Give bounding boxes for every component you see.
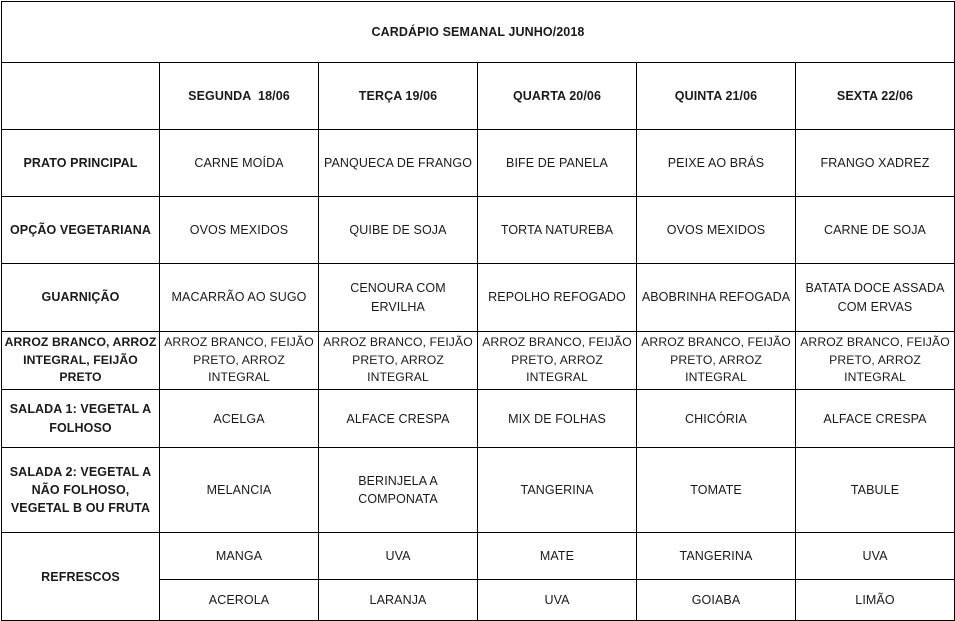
cell-salada1-terca: ALFACE CRESPA — [318, 389, 478, 449]
cell-prato-segunda: CARNE MOÍDA — [159, 129, 319, 197]
cell-prato-quinta: PEIXE AO BRÁS — [636, 129, 796, 197]
cell-prato-terca: PANQUECA DE FRANGO — [318, 129, 478, 197]
day-header-segunda: SEGUNDA 18/06 — [159, 62, 319, 130]
cell-salada2-segunda: MELANCIA — [159, 447, 319, 534]
cell-refresco2-quarta: UVA — [477, 579, 637, 621]
day-header-row: SEGUNDA 18/06 TERÇA 19/06 QUARTA 20/06 Q… — [1, 62, 955, 130]
cell-refresco1-segunda: MANGA — [159, 532, 319, 581]
table-corner-cell — [1, 62, 160, 130]
title-row: CARDÁPIO SEMANAL JUNHO/2018 — [1, 1, 955, 63]
cell-salada1-segunda: ACELGA — [159, 389, 319, 449]
row-label-arroz-feijao: ARROZ BRANCO, ARROZ INTEGRAL, FEIJÃO PRE… — [1, 330, 160, 391]
cell-arroz-terca: ARROZ BRANCO, FEIJÃO PRETO, ARROZ INTEGR… — [318, 330, 478, 391]
day-header-terca: TERÇA 19/06 — [318, 62, 478, 130]
cell-salada1-sexta: ALFACE CRESPA — [795, 389, 955, 449]
cell-salada2-sexta: TABULE — [795, 447, 955, 534]
cell-salada2-quarta: TANGERINA — [477, 447, 637, 534]
table-row: SALADA 2: VEGETAL A NÃO FOLHOSO, VEGETAL… — [1, 447, 955, 534]
cell-arroz-quarta: ARROZ BRANCO, FEIJÃO PRETO, ARROZ INTEGR… — [477, 330, 637, 391]
cell-refresco2-terca: LARANJA — [318, 579, 478, 621]
cell-prato-sexta: FRANGO XADREZ — [795, 129, 955, 197]
cell-refresco1-quinta: TANGERINA — [636, 532, 796, 581]
table-row: SALADA 1: VEGETAL A FOLHOSO ACELGA ALFAC… — [1, 389, 955, 449]
cell-guarnicao-segunda: MACARRÃO AO SUGO — [159, 263, 319, 332]
row-label-salada-2: SALADA 2: VEGETAL A NÃO FOLHOSO, VEGETAL… — [1, 447, 160, 534]
table-row: GUARNIÇÃO MACARRÃO AO SUGO CENOURA COM E… — [1, 263, 955, 332]
cell-vegetariana-sexta: CARNE DE SOJA — [795, 196, 955, 264]
cell-prato-quarta: BIFE DE PANELA — [477, 129, 637, 197]
cell-arroz-sexta: ARROZ BRANCO, FEIJÃO PRETO, ARROZ INTEGR… — [795, 330, 955, 391]
cell-vegetariana-segunda: OVOS MEXIDOS — [159, 196, 319, 264]
table-row: ARROZ BRANCO, ARROZ INTEGRAL, FEIJÃO PRE… — [1, 330, 955, 391]
cell-salada2-terca: BERINJELA A COMPONATA — [318, 447, 478, 534]
cell-salada1-quarta: MIX DE FOLHAS — [477, 389, 637, 449]
cell-guarnicao-quinta: ABOBRINHA REFOGADA — [636, 263, 796, 332]
table-row: OPÇÃO VEGETARIANA OVOS MEXIDOS QUIBE DE … — [1, 196, 955, 264]
cell-salada1-quinta: CHICÓRIA — [636, 389, 796, 449]
cell-arroz-quinta: ARROZ BRANCO, FEIJÃO PRETO, ARROZ INTEGR… — [636, 330, 796, 391]
day-header-quarta: QUARTA 20/06 — [477, 62, 637, 130]
cell-refresco2-quinta: GOIABA — [636, 579, 796, 621]
cell-vegetariana-quarta: TORTA NATUREBA — [477, 196, 637, 264]
cell-refresco1-quarta: MATE — [477, 532, 637, 581]
page-title: CARDÁPIO SEMANAL JUNHO/2018 — [1, 1, 955, 63]
cell-guarnicao-terca: CENOURA COM ERVILHA — [318, 263, 478, 332]
row-label-refrescos: REFRESCOS — [1, 532, 160, 621]
cell-guarnicao-sexta: BATATA DOCE ASSADA COM ERVAS — [795, 263, 955, 332]
cell-refresco2-segunda: ACEROLA — [159, 579, 319, 621]
cell-refresco2-sexta: LIMÃO — [795, 579, 955, 621]
day-header-sexta: SEXTA 22/06 — [795, 62, 955, 130]
cell-vegetariana-quinta: OVOS MEXIDOS — [636, 196, 796, 264]
cell-salada2-quinta: TOMATE — [636, 447, 796, 534]
cell-arroz-segunda: ARROZ BRANCO, FEIJÃO PRETO, ARROZ INTEGR… — [159, 330, 319, 391]
day-header-quinta: QUINTA 21/06 — [636, 62, 796, 130]
cell-guarnicao-quarta: REPOLHO REFOGADO — [477, 263, 637, 332]
cell-vegetariana-terca: QUIBE DE SOJA — [318, 196, 478, 264]
row-label-salada-1: SALADA 1: VEGETAL A FOLHOSO — [1, 389, 160, 449]
row-label-opcao-vegetariana: OPÇÃO VEGETARIANA — [1, 196, 160, 264]
table-row: REFRESCOS MANGA UVA MATE TANGERINA UVA — [1, 532, 955, 621]
cell-refresco1-sexta: UVA — [795, 532, 955, 581]
table-row: PRATO PRINCIPAL CARNE MOÍDA PANQUECA DE … — [1, 129, 955, 197]
row-label-prato-principal: PRATO PRINCIPAL — [1, 129, 160, 197]
cell-refresco1-terca: UVA — [318, 532, 478, 581]
row-label-guarnicao: GUARNIÇÃO — [1, 263, 160, 332]
